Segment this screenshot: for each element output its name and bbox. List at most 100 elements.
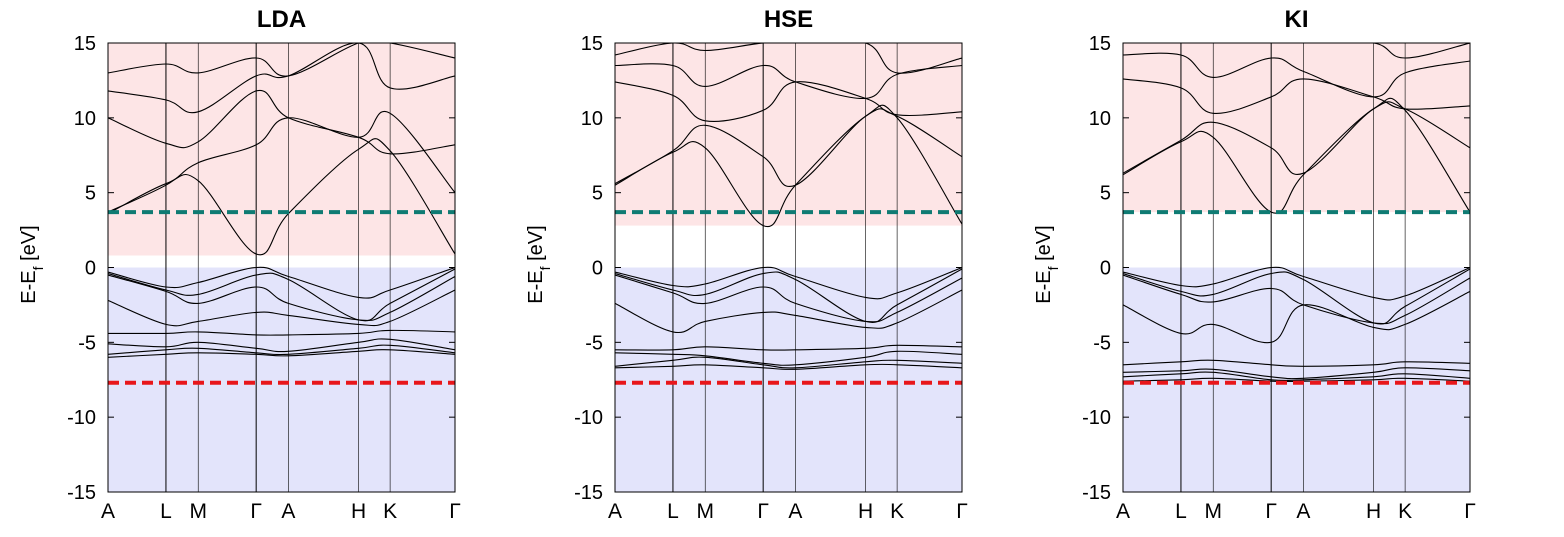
- y-tick-label: 15: [1089, 33, 1111, 55]
- y-axis-label-unit: [eV]: [525, 225, 547, 266]
- kpoint-label: M: [1204, 500, 1222, 523]
- kpoint-label: L: [667, 500, 679, 523]
- valence-band-region: [108, 267, 455, 492]
- kpoint-label: A: [1116, 500, 1130, 523]
- band-line-10: [1123, 367, 1470, 380]
- panel-title: LDA: [257, 6, 306, 33]
- y-tick-label: 10: [1089, 108, 1111, 130]
- band-line-10: [108, 338, 455, 353]
- kpoint-label: A: [608, 500, 622, 523]
- band-line-12: [1123, 377, 1470, 383]
- kpoint-label: Γ: [1464, 500, 1476, 523]
- y-tick-label: 0: [592, 258, 603, 280]
- y-axis-label-subscript: f: [30, 266, 46, 270]
- valence-band-region: [615, 267, 962, 492]
- y-tick-label: -15: [1082, 482, 1111, 504]
- band-line-7: [1123, 274, 1470, 325]
- kpoint-label: L: [1175, 500, 1187, 523]
- band-line-9: [108, 329, 455, 336]
- y-tick-label: 5: [1100, 183, 1111, 205]
- conduction-band-region: [615, 43, 962, 226]
- y-tick-label: 5: [85, 183, 96, 205]
- band-line-8: [108, 289, 455, 327]
- band-line-5: [108, 266, 455, 299]
- y-tick-label: -5: [1093, 332, 1111, 354]
- band-line-0: [615, 104, 962, 228]
- band-line-6: [108, 268, 455, 322]
- kpoint-label: Γ: [449, 500, 461, 523]
- y-axis-label: E-Ef [eV]: [18, 225, 46, 303]
- band-line-4: [1123, 43, 1470, 59]
- band-line-0: [1123, 97, 1470, 214]
- band-line-9: [615, 344, 962, 351]
- bands-group: [1123, 43, 1470, 383]
- y-tick-label: -5: [585, 332, 603, 354]
- y-tick-label: 15: [581, 33, 603, 55]
- band-line-11: [1123, 371, 1470, 382]
- kpoint-label: M: [696, 500, 714, 523]
- band-line-7: [615, 274, 962, 323]
- band-line-5: [615, 266, 962, 300]
- y-tick-label: -15: [67, 482, 96, 504]
- y-tick-label: -10: [67, 407, 96, 429]
- panel-title: KI: [1285, 6, 1309, 33]
- y-tick-label: 10: [74, 108, 96, 130]
- band-line-8: [615, 289, 962, 334]
- band-line-6: [615, 268, 962, 323]
- y-tick-label: -10: [574, 407, 603, 429]
- kpoint-label: K: [1398, 500, 1412, 523]
- band-line-5: [1123, 266, 1470, 301]
- y-axis-label-unit: [eV]: [1033, 225, 1055, 266]
- y-axis-label-unit: [eV]: [18, 225, 40, 266]
- kpoint-label: A: [788, 500, 802, 523]
- y-axis-label: E-Ef [eV]: [525, 225, 553, 303]
- y-tick-label: 0: [85, 258, 96, 280]
- band-line-12: [615, 363, 962, 370]
- band-line-9: [1123, 359, 1470, 367]
- band-line-8: [1123, 290, 1470, 344]
- kpoint-label: Γ: [1265, 500, 1277, 523]
- kpoint-label: Γ: [250, 500, 262, 523]
- y-axis-label-subscript: f: [1045, 266, 1061, 270]
- band-line-7: [108, 274, 455, 322]
- y-axis-label: E-Ef [eV]: [1033, 225, 1061, 303]
- kpoint-label: K: [890, 500, 904, 523]
- y-axis-label-subscript: f: [537, 266, 553, 270]
- y-tick-label: 0: [1100, 258, 1111, 280]
- band-line-1: [108, 110, 455, 213]
- band-line-3: [1123, 52, 1470, 98]
- band-line-11: [615, 356, 962, 369]
- y-tick-label: 15: [74, 33, 96, 55]
- y-tick-label: 10: [581, 108, 603, 130]
- bands-group: [108, 43, 455, 358]
- band-line-3: [615, 63, 962, 99]
- kpoint-label: A: [281, 500, 295, 523]
- y-tick-label: -5: [78, 332, 96, 354]
- y-tick-label: 5: [592, 183, 603, 205]
- band-line-11: [108, 344, 455, 356]
- kpoint-label: H: [1366, 500, 1381, 523]
- band-line-10: [615, 350, 962, 366]
- band-line-2: [1123, 78, 1470, 114]
- y-tick-label: -15: [574, 482, 603, 504]
- kpoint-label: Γ: [956, 500, 968, 523]
- kpoint-label: H: [858, 500, 873, 523]
- y-axis-label-main: E-E: [1033, 270, 1055, 303]
- band-line-6: [1123, 268, 1470, 325]
- kpoint-label: L: [160, 500, 172, 523]
- y-tick-label: -10: [1082, 407, 1111, 429]
- kpoint-label: M: [189, 500, 207, 523]
- kpoint-label: A: [101, 500, 115, 523]
- band-line-4: [108, 43, 455, 77]
- kpoint-label: H: [351, 500, 366, 523]
- y-axis-label-main: E-E: [18, 270, 40, 303]
- band-line-2: [108, 89, 455, 155]
- kpoint-label: A: [1296, 500, 1310, 523]
- band-line-1: [1123, 101, 1470, 176]
- kpoint-label: Γ: [757, 500, 769, 523]
- panel-title: HSE: [764, 6, 813, 33]
